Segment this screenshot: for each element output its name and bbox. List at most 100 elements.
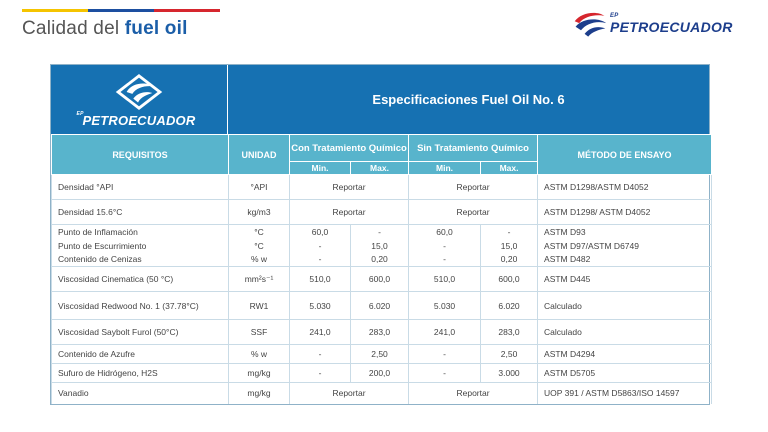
sin-min-cell: -	[408, 363, 482, 383]
table-logo-text: EP PETROECUADOR	[77, 111, 196, 128]
title-accent-stripe	[22, 9, 220, 12]
metodo-cell: ASTM D445	[537, 266, 713, 292]
con-min-cell: 241,0	[289, 319, 351, 345]
unidad-cell: SSF	[228, 319, 290, 345]
requisito-cell: Punto de Inflamación	[51, 224, 229, 239]
requisito-cell: Viscosidad Redwood No. 1 (37.78°C)	[51, 291, 229, 320]
con-max-cell: 283,0	[349, 319, 410, 345]
table-row: Densidad °API °API Reportar Reportar ASTM D1…	[51, 174, 713, 200]
con-max-cell: 200,0	[349, 363, 410, 383]
table-row: Sufuro de Hidrógeno, H2S mg/kg -200,0-3.00…	[51, 363, 713, 383]
requisito-cell: Contenido de Azufre	[51, 344, 229, 364]
metodo-cell: Calculado	[537, 319, 713, 345]
con-min-cell: 60,0	[289, 224, 351, 239]
table-row: Viscosidad Redwood No. 1 (37.78°C) RW1 5.0…	[51, 291, 713, 320]
table-row: Punto de Escurrimiento °C -15,0-15,0 ASTM D…	[51, 238, 713, 253]
metodo-cell: ASTM D4294	[537, 344, 713, 364]
sin-min-cell: -	[408, 252, 482, 267]
con-max-cell: -	[349, 224, 410, 239]
requisito-cell: Punto de Escurrimiento	[51, 238, 229, 253]
con-tratamiento-cell: Reportar	[288, 199, 410, 225]
spec-table-header-band: EP PETROECUADOR Especificaciones Fuel Oi…	[51, 65, 709, 134]
header-unidad: UNIDAD	[228, 134, 290, 175]
sin-tratamiento-cell: Reportar	[408, 199, 539, 225]
brand-wordmark: PETROECUADOR	[610, 19, 733, 35]
unidad-cell: % w	[228, 344, 290, 364]
header-requisitos: REQUISITOS	[51, 134, 229, 175]
table-row: Viscosidad Cinematica (50 °C) mm²s⁻¹ 510,0…	[51, 266, 713, 292]
metodo-cell: ASTM D97/ASTM D6749	[537, 238, 713, 253]
stripe-blue	[88, 9, 154, 12]
spec-table: EP PETROECUADOR Especificaciones Fuel Oi…	[50, 64, 713, 405]
con-tratamiento-cell: Reportar	[288, 174, 410, 200]
header-con-min: Min.	[289, 161, 351, 175]
spec-grid: REQUISITOS UNIDAD Con Tratamiento Químic…	[51, 133, 713, 404]
spec-table-body: Densidad °API °API Reportar Reportar ASTM D1…	[51, 174, 713, 404]
brand-ep: EP	[610, 13, 619, 19]
metodo-cell: UOP 391 / ASTM D5863/ISO 14597	[537, 382, 713, 404]
unidad-cell: °C	[228, 224, 290, 239]
header-sin-tratamiento: Sin Tratamiento Químico	[408, 133, 539, 163]
slide-title-highlight: fuel oil	[124, 18, 188, 39]
con-max-cell: 600,0	[349, 266, 410, 292]
sin-max-cell: 2,50	[480, 344, 539, 364]
unidad-cell: °C	[228, 238, 290, 253]
slide-title: Calidad del fuel oil	[22, 18, 188, 40]
sin-min-cell: 5.030	[408, 291, 482, 320]
sin-min-cell: 60,0	[408, 224, 482, 239]
requisito-cell: Viscosidad Cinematica (50 °C)	[51, 266, 229, 292]
sin-max-cell: 15,0	[480, 238, 539, 253]
metodo-cell: ASTM D482	[537, 252, 713, 267]
header-con-max: Max.	[349, 161, 410, 175]
con-tratamiento-cell: Reportar	[288, 382, 410, 404]
con-min-cell: 510,0	[289, 266, 351, 292]
table-row: Viscosidad Saybolt Furol (50°C) SSF 241,0 2…	[51, 319, 713, 345]
table-logo-wordmark: PETROECUADOR	[82, 113, 196, 128]
con-min-cell: -	[289, 252, 351, 267]
petroecuador-emblem-icon	[115, 74, 163, 110]
metodo-cell: ASTM D1298/ ASTM D4052	[537, 199, 713, 225]
header-sin-max: Max.	[480, 161, 539, 175]
table-row: Contenido de Azufre% w -2,50-2,50 ASTM D42…	[51, 344, 713, 364]
con-min-cell: -	[289, 344, 351, 364]
slide-title-prefix: Calidad del	[22, 18, 120, 39]
unidad-cell: °API	[228, 174, 290, 200]
table-row: Vanadio mg/kg Reportar Reportar UOP 391 / AS…	[51, 382, 713, 404]
table-logo-cell: EP PETROECUADOR	[51, 65, 228, 134]
stripe-red	[154, 9, 220, 12]
unidad-cell: RW1	[228, 291, 290, 320]
requisito-cell: Sufuro de Hidrógeno, H2S	[51, 363, 229, 383]
requisito-cell: Densidad 15.6°C	[51, 199, 229, 225]
header-con-tratamiento: Con Tratamiento Químico	[288, 133, 410, 163]
con-min-cell: 5.030	[289, 291, 351, 320]
requisito-cell: Viscosidad Saybolt Furol (50°C)	[51, 319, 229, 345]
sin-tratamiento-cell: Reportar	[408, 382, 539, 404]
unidad-cell: mg/kg	[228, 363, 290, 383]
header-sin-min: Min.	[408, 161, 482, 175]
requisito-cell: Contenido de Cenizas	[51, 252, 229, 267]
brand-name: EP PETROECUADOR	[610, 13, 733, 35]
petroecuador-brand-logo: EP PETROECUADOR	[572, 9, 748, 39]
header-metodo: MÉTODO DE ENSAYO	[537, 134, 713, 175]
con-max-cell: 15,0	[349, 238, 410, 253]
metodo-cell: Calculado	[537, 291, 713, 320]
metodo-cell: ASTM D5705	[537, 363, 713, 383]
sin-max-cell: 0,20	[480, 252, 539, 267]
sin-max-cell: -	[480, 224, 539, 239]
sin-min-cell: 241,0	[408, 319, 482, 345]
unidad-cell: mm²s⁻¹	[228, 266, 290, 292]
sin-min-cell: -	[408, 344, 482, 364]
sin-max-cell: 283,0	[480, 319, 539, 345]
unidad-cell: % w	[228, 252, 290, 267]
con-max-cell: 6.020	[349, 291, 410, 320]
sin-tratamiento-cell: Reportar	[408, 174, 539, 200]
table-row: Densidad 15.6°C kg/m3 Reportar Reportar ASTM…	[51, 199, 713, 225]
petroecuador-swirl-icon	[574, 12, 607, 37]
con-min-cell: -	[289, 238, 351, 253]
sin-max-cell: 600,0	[480, 266, 539, 292]
metodo-cell: ASTM D93	[537, 224, 713, 239]
table-row: Punto de Inflamación °C 60,0-60,0- ASTM D93	[51, 224, 713, 239]
stripe-yellow	[22, 9, 88, 12]
requisito-cell: Vanadio	[51, 382, 229, 404]
